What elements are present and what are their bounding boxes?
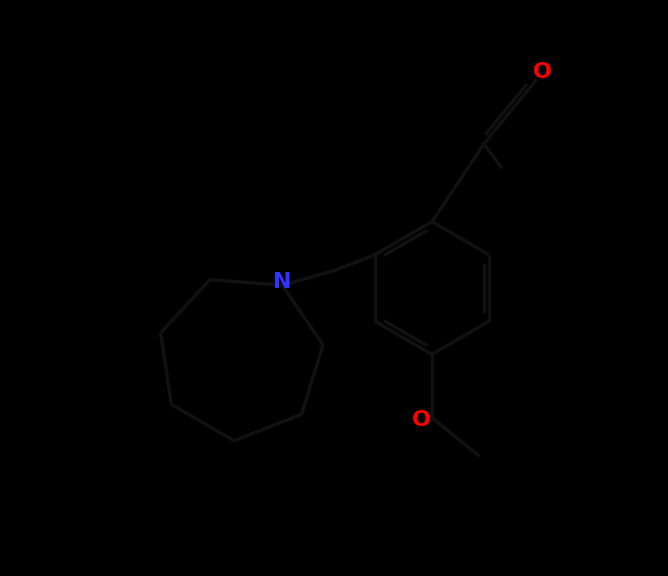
Text: N: N	[273, 272, 291, 292]
Text: O: O	[412, 411, 431, 430]
Text: O: O	[533, 62, 552, 82]
